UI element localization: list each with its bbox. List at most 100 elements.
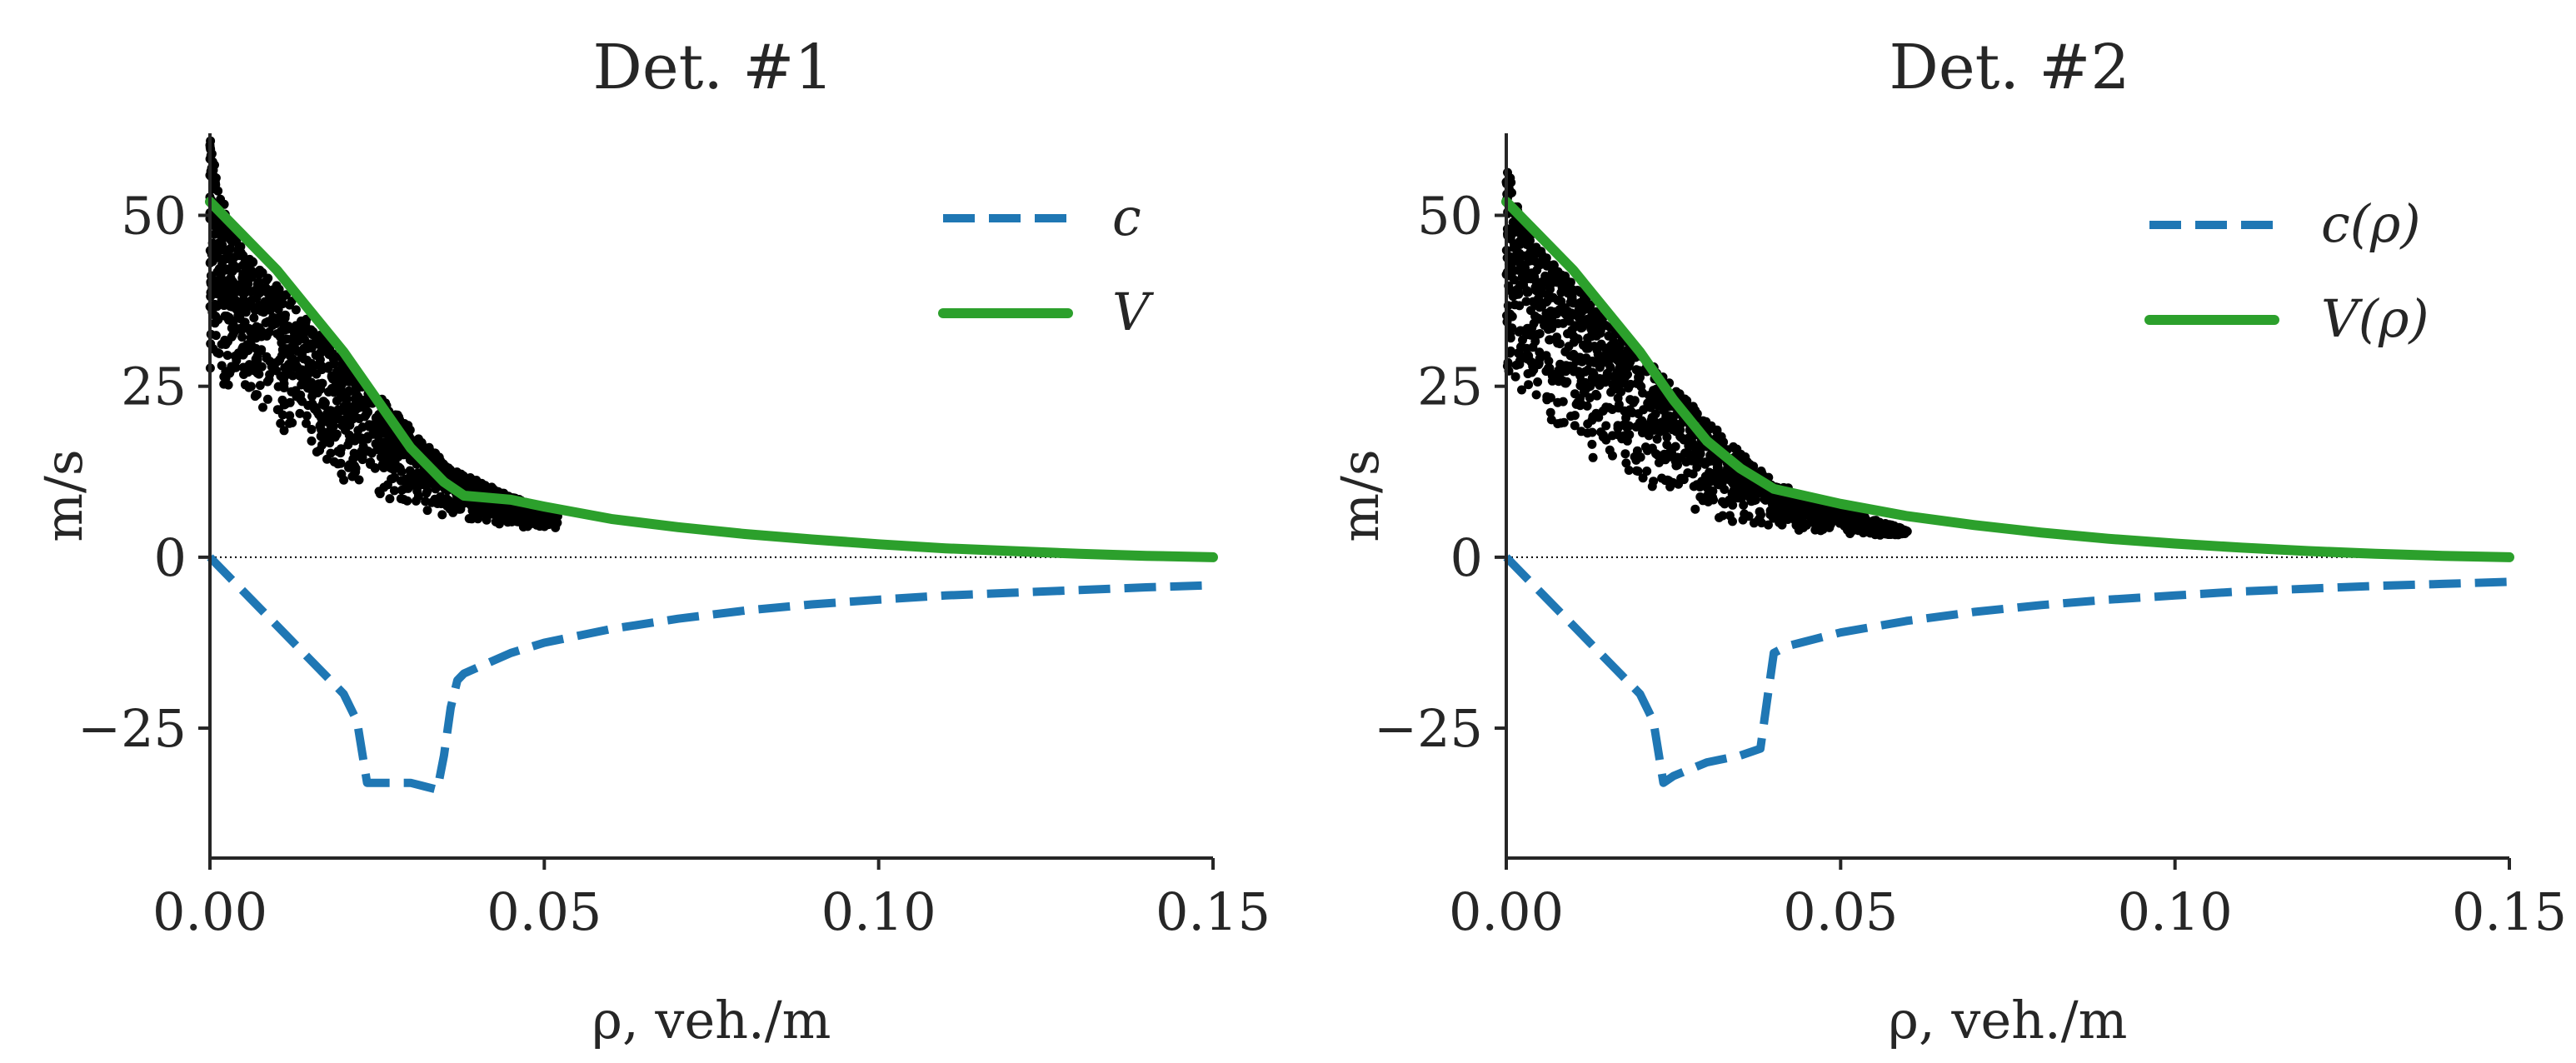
scatter-point: [292, 337, 302, 347]
scatter-point: [1728, 500, 1738, 510]
scatter-point: [1623, 370, 1632, 379]
scatter-point: [411, 496, 421, 506]
scatter-point: [1524, 380, 1534, 390]
scatter-point: [1573, 397, 1583, 407]
scatter-point: [413, 468, 423, 478]
scatter-point: [1535, 298, 1545, 308]
scatter-point: [1780, 502, 1790, 512]
scatter-point: [244, 324, 254, 333]
scatter-point: [318, 397, 328, 407]
scatter-point: [1662, 440, 1672, 450]
scatter-point: [392, 444, 402, 454]
scatter-point: [1630, 452, 1640, 462]
scatter-point: [1805, 512, 1815, 522]
scatter-point: [464, 514, 474, 523]
scatter-point: [480, 500, 490, 510]
scatter-point: [307, 392, 317, 402]
scatter-point: [1534, 358, 1544, 368]
scatter-point: [1624, 466, 1634, 475]
scatter-point: [1507, 323, 1517, 333]
scatter-point: [227, 292, 237, 302]
scatter-point: [1625, 357, 1635, 367]
scatter-point: [232, 282, 242, 292]
scatter-point: [1533, 314, 1543, 324]
scatter-point: [1569, 349, 1579, 359]
scatter-point: [322, 454, 332, 464]
scatter-point: [1728, 517, 1737, 527]
scatter-point: [327, 413, 337, 422]
scatter-point: [1567, 292, 1577, 302]
scatter-point: [1601, 435, 1611, 445]
scatter-point: [1546, 415, 1556, 425]
scatter-point: [1738, 515, 1748, 525]
scatter-point: [1525, 236, 1535, 246]
scatter-point: [1714, 480, 1724, 489]
scatter-point: [254, 270, 264, 279]
scatter-point: [1729, 442, 1738, 452]
scatter-point: [1542, 395, 1552, 405]
scatter-point: [227, 362, 237, 372]
scatter-point: [1615, 342, 1625, 352]
scatter-point: [287, 418, 297, 427]
scatter-point: [396, 494, 406, 504]
scatter-point: [262, 353, 272, 363]
scatter-point: [1593, 356, 1603, 366]
scatter-point: [1647, 482, 1657, 492]
scatter-point: [1545, 335, 1555, 345]
scatter-point: [1668, 478, 1677, 488]
scatter-point: [1556, 418, 1565, 428]
scatter-point: [1625, 379, 1635, 389]
scatter-point: [343, 440, 353, 450]
scatter-point: [422, 487, 432, 496]
scatter-point: [1530, 282, 1540, 292]
scatter-point: [213, 186, 223, 196]
scatter-point: [224, 275, 234, 285]
scatter-point: [1839, 515, 1849, 525]
scatter-point: [471, 502, 481, 512]
y-tick-label: −25: [77, 698, 187, 759]
scatter-point: [1560, 303, 1570, 312]
scatter-point: [1625, 395, 1635, 405]
scatter-point: [1746, 497, 1756, 507]
scatter-point: [1733, 473, 1743, 483]
scatter-point: [339, 402, 349, 412]
scatter-point: [406, 469, 416, 479]
scatter-point: [1519, 326, 1529, 336]
scatter-point: [1549, 260, 1559, 270]
scatter-point: [257, 362, 267, 372]
x-tick-label: 0.10: [821, 881, 936, 942]
scatter-point: [1525, 306, 1535, 316]
scatter-point: [237, 332, 247, 342]
scatter-point: [1788, 497, 1798, 507]
scatter-point: [1715, 472, 1724, 482]
scatter-point: [1621, 413, 1631, 423]
scatter-point: [239, 370, 248, 379]
scatter-point: [431, 484, 441, 494]
scatter-point: [1652, 434, 1662, 444]
scatter-point: [244, 382, 254, 392]
scatter-point: [1541, 351, 1551, 361]
scatter-point: [1533, 377, 1543, 387]
scatter-point: [1872, 527, 1881, 536]
scatter-point: [1527, 322, 1537, 332]
scatter-point: [279, 383, 289, 392]
scatter-point: [434, 458, 443, 468]
scatter-point: [1829, 513, 1839, 523]
scatter-point: [1802, 520, 1812, 530]
scatter-point: [518, 522, 528, 532]
scatter-point: [328, 420, 338, 430]
scatter-point: [1654, 457, 1664, 467]
scatter-point: [363, 407, 373, 417]
scatter-point: [371, 439, 381, 449]
scatter-point: [1575, 297, 1585, 307]
scatter-point: [291, 305, 301, 315]
scatter-point: [1613, 423, 1623, 433]
scatter-point: [344, 386, 354, 396]
scatter-point: [385, 494, 395, 504]
scatter-point: [552, 518, 562, 527]
scatter-point: [1696, 480, 1706, 490]
scatter-point: [1560, 272, 1570, 281]
scatter-point: [422, 506, 432, 516]
